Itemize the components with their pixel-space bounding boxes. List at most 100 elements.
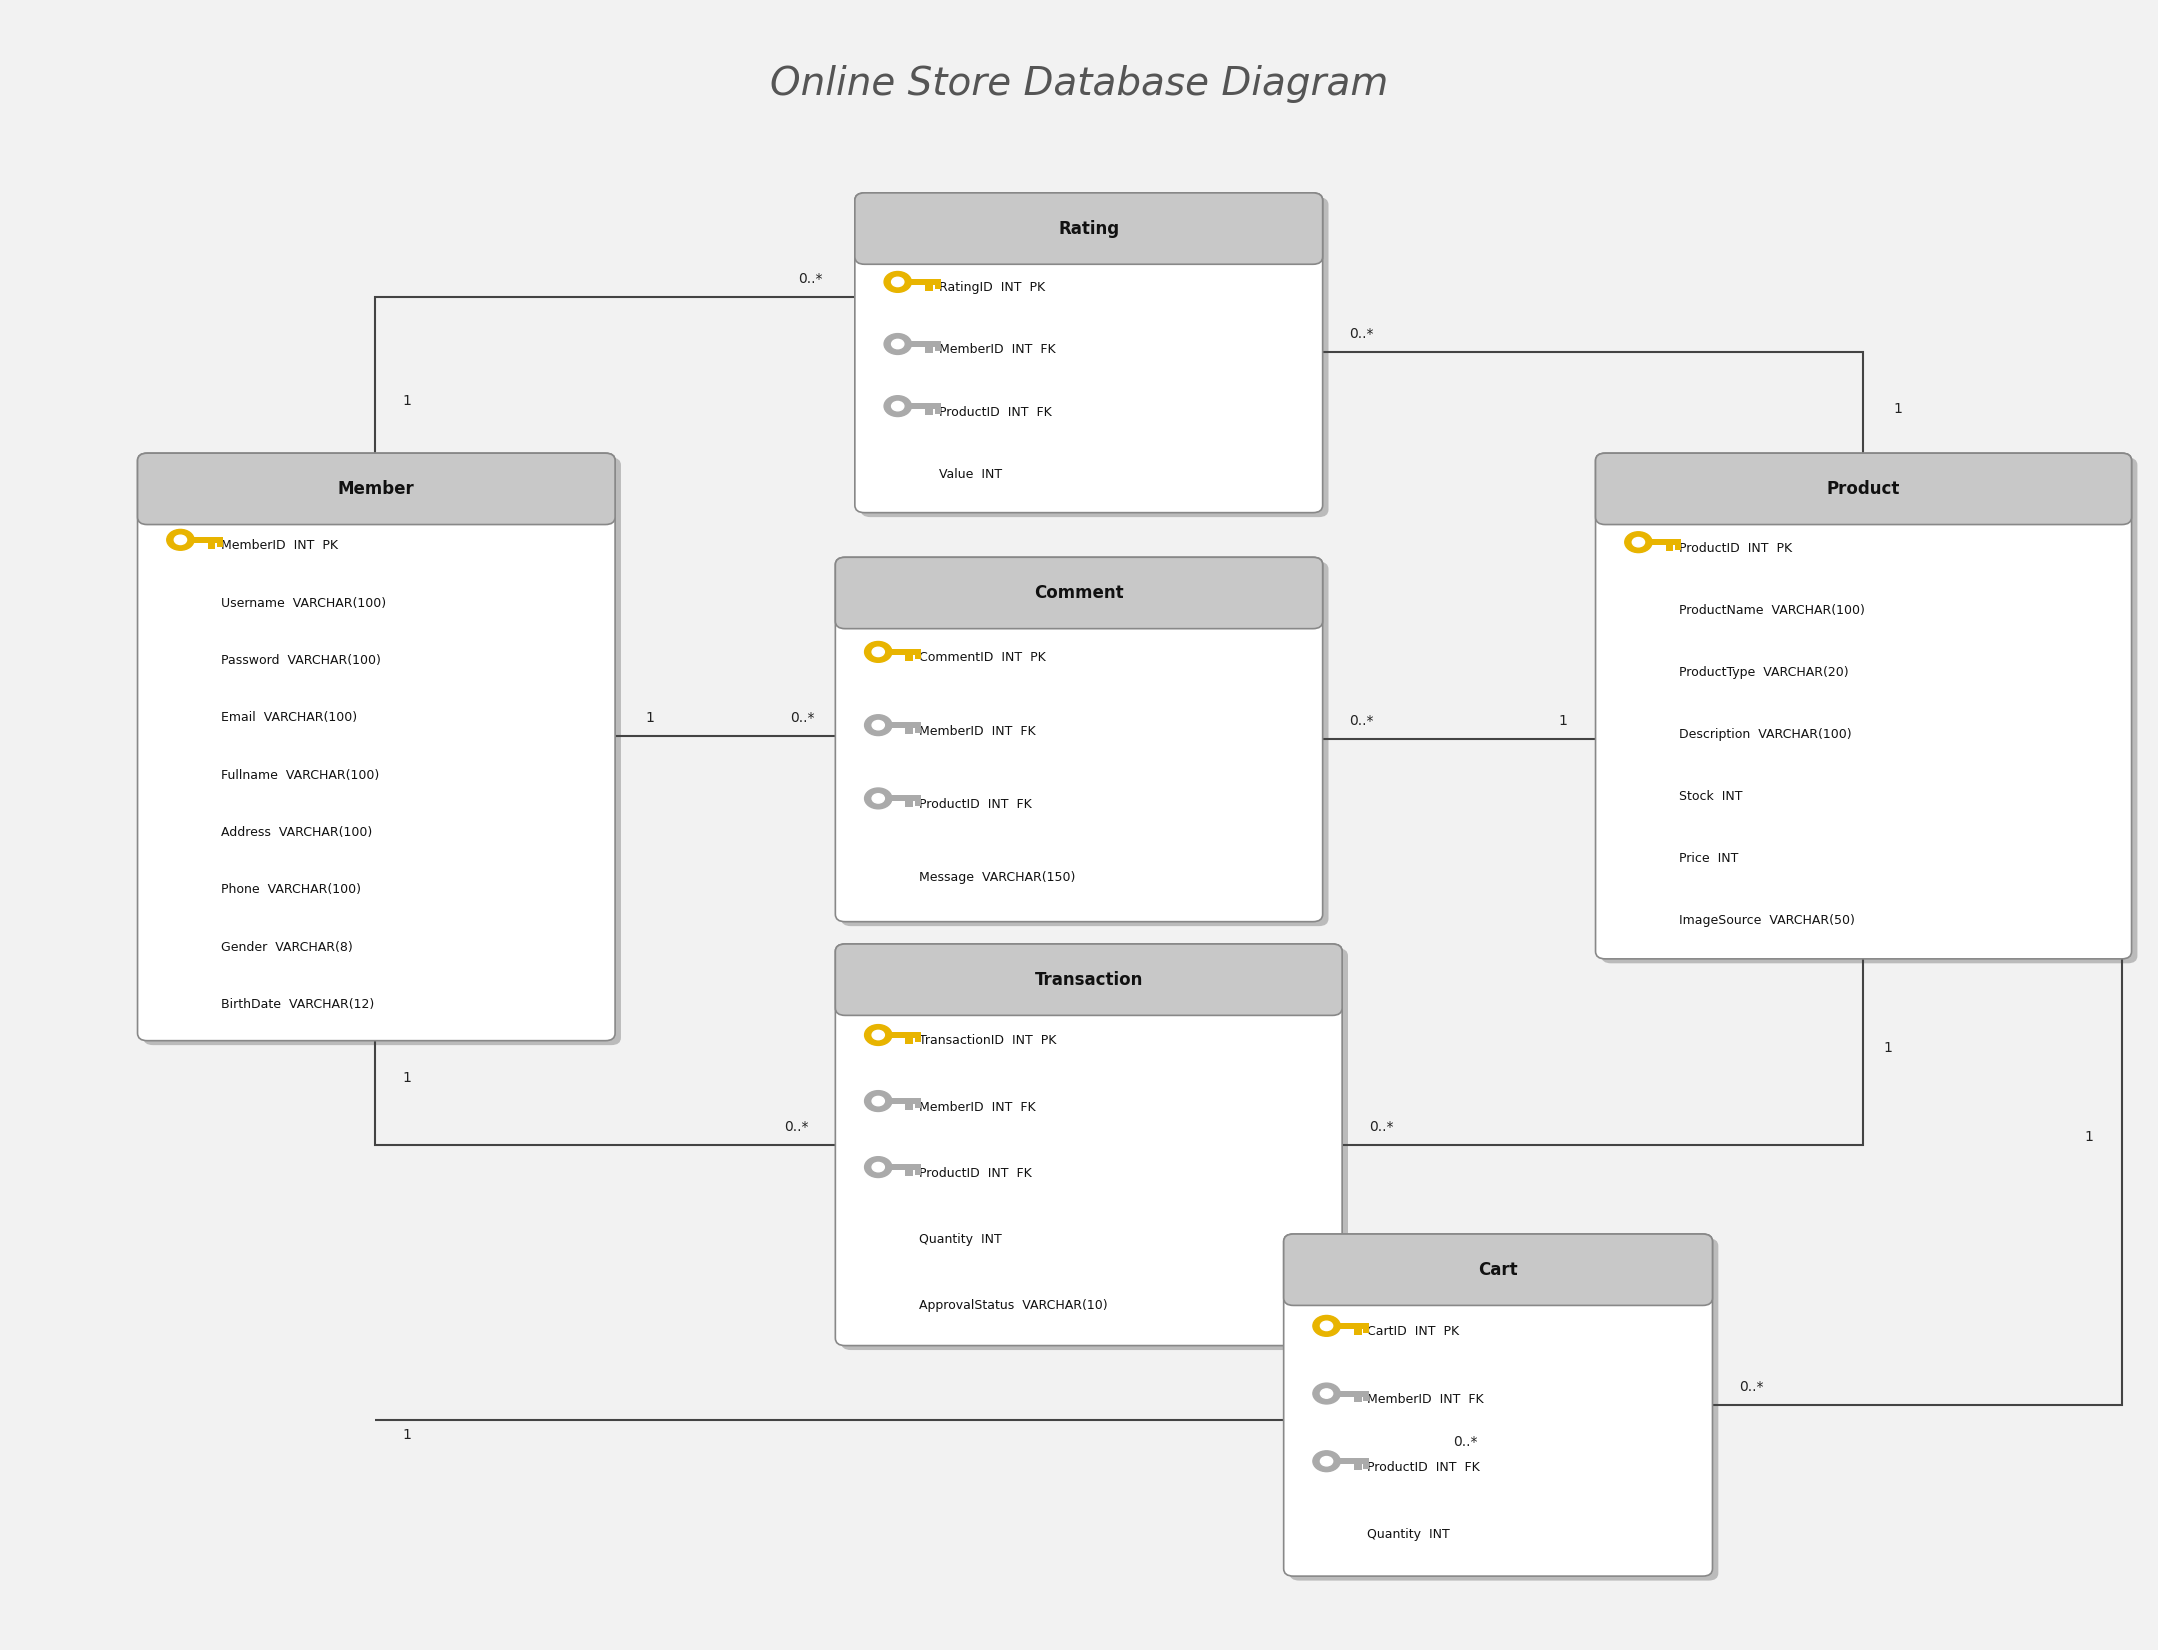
Bar — [1675, 544, 1681, 549]
FancyBboxPatch shape — [835, 558, 1323, 922]
Text: Phone  VARCHAR(100): Phone VARCHAR(100) — [222, 883, 360, 896]
Text: ProductName  VARCHAR(100): ProductName VARCHAR(100) — [1679, 604, 1865, 617]
Bar — [926, 346, 932, 353]
Circle shape — [891, 277, 904, 287]
Bar — [934, 346, 941, 351]
Text: MemberID  INT  FK: MemberID INT FK — [919, 1101, 1036, 1114]
FancyBboxPatch shape — [835, 944, 1342, 1346]
FancyBboxPatch shape — [1284, 1234, 1713, 1305]
FancyBboxPatch shape — [1290, 1239, 1718, 1581]
Circle shape — [1321, 1389, 1334, 1398]
Text: 1: 1 — [401, 394, 410, 408]
Circle shape — [885, 396, 911, 416]
Bar — [889, 1031, 921, 1038]
Text: 1: 1 — [1893, 401, 1901, 416]
Bar — [915, 655, 921, 660]
Bar — [889, 795, 921, 802]
Bar — [909, 342, 941, 346]
FancyBboxPatch shape — [835, 944, 1342, 1015]
Bar — [218, 543, 222, 548]
Text: CartID  INT  PK: CartID INT PK — [1368, 1325, 1459, 1338]
Circle shape — [1312, 1315, 1340, 1337]
Bar — [906, 728, 913, 734]
Text: Email  VARCHAR(100): Email VARCHAR(100) — [222, 711, 358, 724]
Text: ImageSource  VARCHAR(50): ImageSource VARCHAR(50) — [1679, 914, 1856, 927]
Text: MemberID  INT  PK: MemberID INT PK — [222, 540, 339, 553]
Text: MemberID  INT  FK: MemberID INT FK — [1368, 1393, 1485, 1406]
FancyBboxPatch shape — [138, 454, 615, 525]
Circle shape — [865, 642, 891, 662]
Text: 1: 1 — [1884, 1041, 1893, 1054]
Circle shape — [891, 340, 904, 348]
Bar — [848, 609, 1310, 627]
Circle shape — [1625, 531, 1653, 553]
Circle shape — [865, 714, 891, 736]
Bar — [1353, 1464, 1362, 1470]
Text: 1: 1 — [401, 1427, 410, 1442]
Circle shape — [891, 401, 904, 411]
Text: 0..*: 0..* — [790, 711, 814, 724]
Text: 0..*: 0..* — [1349, 714, 1375, 728]
Text: ProductID  INT  FK: ProductID INT FK — [939, 406, 1051, 419]
Text: Rating: Rating — [1057, 219, 1120, 238]
Bar — [889, 648, 921, 655]
Bar — [207, 543, 216, 549]
Bar — [926, 409, 932, 416]
Text: 1: 1 — [401, 1071, 410, 1084]
Text: Quantity  INT: Quantity INT — [919, 1233, 1001, 1246]
FancyBboxPatch shape — [142, 457, 622, 1044]
Bar — [915, 728, 921, 733]
FancyBboxPatch shape — [855, 193, 1323, 513]
FancyBboxPatch shape — [1601, 457, 2136, 964]
Bar — [1364, 1396, 1370, 1401]
Circle shape — [1312, 1450, 1340, 1472]
Text: Product: Product — [1828, 480, 1901, 498]
Bar — [934, 409, 941, 414]
Bar — [934, 285, 941, 289]
FancyBboxPatch shape — [138, 454, 615, 1041]
Circle shape — [872, 794, 885, 804]
Bar — [915, 1038, 921, 1043]
Bar — [1338, 1391, 1370, 1396]
Text: Message  VARCHAR(150): Message VARCHAR(150) — [919, 871, 1075, 884]
Text: 0..*: 0..* — [1452, 1436, 1478, 1449]
Circle shape — [872, 1162, 885, 1172]
Bar — [909, 403, 941, 409]
Text: MemberID  INT  FK: MemberID INT FK — [939, 343, 1055, 356]
Circle shape — [1321, 1322, 1334, 1330]
Bar — [889, 1099, 921, 1104]
Bar — [1338, 1459, 1370, 1464]
Circle shape — [166, 530, 194, 549]
Bar — [889, 723, 921, 728]
Bar — [848, 997, 1329, 1013]
FancyBboxPatch shape — [835, 558, 1323, 629]
Text: Quantity  INT: Quantity INT — [1368, 1528, 1450, 1541]
Text: Fullname  VARCHAR(100): Fullname VARCHAR(100) — [222, 769, 380, 782]
Bar — [1610, 505, 2117, 523]
Circle shape — [872, 1030, 885, 1040]
Circle shape — [1321, 1457, 1334, 1465]
Bar — [909, 279, 941, 285]
Text: Value  INT: Value INT — [939, 467, 1001, 480]
Bar — [1353, 1396, 1362, 1402]
FancyBboxPatch shape — [842, 949, 1349, 1350]
Text: ProductID  INT  FK: ProductID INT FK — [1368, 1460, 1480, 1473]
Text: 0..*: 0..* — [798, 272, 822, 285]
FancyBboxPatch shape — [1284, 1234, 1713, 1576]
Bar — [915, 802, 921, 805]
Bar — [926, 285, 932, 290]
Text: Member: Member — [339, 480, 414, 498]
Circle shape — [865, 1025, 891, 1046]
Text: Comment: Comment — [1034, 584, 1124, 602]
Bar — [906, 1038, 913, 1044]
Text: RatingID  INT  PK: RatingID INT PK — [939, 282, 1044, 294]
Bar — [915, 1104, 921, 1109]
FancyBboxPatch shape — [855, 193, 1323, 264]
Bar — [1666, 544, 1672, 551]
Text: ProductID  INT  FK: ProductID INT FK — [919, 799, 1032, 810]
Bar — [1338, 1323, 1370, 1328]
FancyBboxPatch shape — [1595, 454, 2132, 525]
FancyBboxPatch shape — [842, 561, 1329, 926]
Bar — [906, 1104, 913, 1110]
Circle shape — [885, 333, 911, 355]
